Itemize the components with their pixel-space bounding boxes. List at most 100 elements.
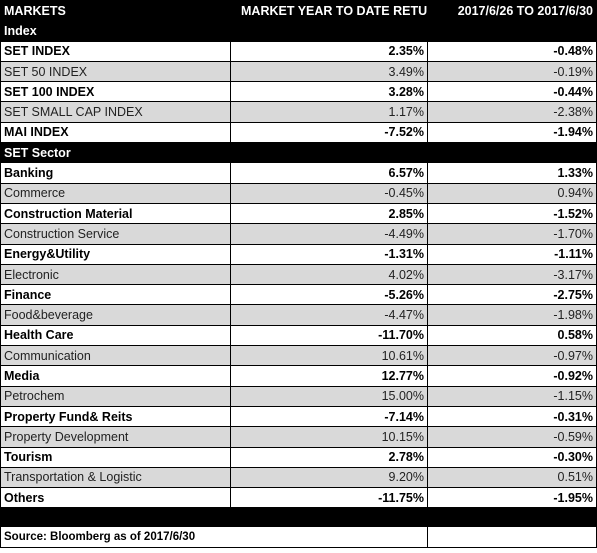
market-name-cell: SET 100 INDEX xyxy=(0,81,231,103)
ytd-return-cell: -0.45% xyxy=(230,182,428,204)
week-return-cell: -2.38% xyxy=(427,101,597,123)
table-row: Food&beverage -4.47% -1.98% xyxy=(0,304,597,326)
week-return-cell: -2.75% xyxy=(427,284,597,306)
table-row: Construction Material 2.85% -1.52% xyxy=(0,202,597,225)
table-row: SET 100 INDEX 3.28% -0.44% xyxy=(0,81,597,103)
week-return-cell: -0.97% xyxy=(427,345,597,367)
section-title: SET Sector xyxy=(0,142,597,164)
week-return-cell: 0.51% xyxy=(427,466,597,489)
header-row: MARKETS MARKET YEAR TO DATE RETURN 2017/… xyxy=(0,0,597,22)
table-row: Communication 10.61% -0.97% xyxy=(0,345,597,367)
week-return-cell: -0.31% xyxy=(427,405,597,428)
week-return-cell: -1.15% xyxy=(427,385,597,407)
week-return-cell: 1.33% xyxy=(427,162,597,184)
table-row: Banking 6.57% 1.33% xyxy=(0,162,597,184)
market-name-cell: Others xyxy=(0,487,231,509)
table-row: Property Development 10.15% -0.59% xyxy=(0,426,597,448)
week-return-cell: -0.19% xyxy=(427,60,597,83)
table-row: Energy&Utility -1.31% -1.11% xyxy=(0,243,597,265)
ytd-return-cell: -11.70% xyxy=(230,324,428,347)
week-return-cell: -0.59% xyxy=(427,426,597,448)
table-row: Others -11.75% -1.95% xyxy=(0,487,597,509)
market-name-cell: Commerce xyxy=(0,182,231,204)
table-row: SET 50 INDEX 3.49% -0.19% xyxy=(0,60,597,83)
ytd-return-cell: 4.02% xyxy=(230,263,428,286)
market-name-cell: MAI INDEX xyxy=(0,121,231,144)
source-empty-cell xyxy=(427,526,597,548)
week-return-cell: -1.94% xyxy=(427,121,597,144)
week-return-cell: -1.98% xyxy=(427,304,597,326)
section-header-row: Index xyxy=(0,20,597,42)
ytd-return-cell: -4.47% xyxy=(230,304,428,326)
week-return-cell: -1.95% xyxy=(427,487,597,509)
ytd-return-cell: 6.57% xyxy=(230,162,428,184)
market-name-cell: SET 50 INDEX xyxy=(0,60,231,83)
market-name-cell: Petrochem xyxy=(0,385,231,407)
ytd-return-cell: -5.26% xyxy=(230,284,428,306)
week-return-cell: 0.58% xyxy=(427,324,597,347)
table-row: Petrochem 15.00% -1.15% xyxy=(0,385,597,407)
week-return-cell: -1.11% xyxy=(427,243,597,265)
spacer-row xyxy=(0,507,597,528)
source-note: Source: Bloomberg as of 2017/6/30 xyxy=(0,526,428,548)
ytd-return-cell: -4.49% xyxy=(230,223,428,245)
ytd-return-cell: 12.77% xyxy=(230,365,428,387)
header-week-range: 2017/6/26 TO 2017/6/30 xyxy=(427,0,597,22)
ytd-return-cell: 2.78% xyxy=(230,446,428,468)
table-row: SET SMALL CAP INDEX 1.17% -2.38% xyxy=(0,101,597,123)
ytd-return-cell: 10.15% xyxy=(230,426,428,448)
market-name-cell: Energy&Utility xyxy=(0,243,231,265)
ytd-return-cell: 2.35% xyxy=(230,40,428,62)
section-header-row: SET Sector xyxy=(0,142,597,164)
table-row: Health Care -11.70% 0.58% xyxy=(0,324,597,347)
ytd-return-cell: 1.17% xyxy=(230,101,428,123)
market-name-cell: SET INDEX xyxy=(0,40,231,62)
week-return-cell: -3.17% xyxy=(427,263,597,286)
table-row: Tourism 2.78% -0.30% xyxy=(0,446,597,468)
week-return-cell: -1.52% xyxy=(427,202,597,225)
week-return-cell: -0.92% xyxy=(427,365,597,387)
table-row: Electronic 4.02% -3.17% xyxy=(0,263,597,286)
week-return-cell: -0.44% xyxy=(427,81,597,103)
market-name-cell: Health Care xyxy=(0,324,231,347)
source-row: Source: Bloomberg as of 2017/6/30 xyxy=(0,526,597,548)
spacer-cell xyxy=(0,507,597,528)
market-name-cell: Tourism xyxy=(0,446,231,468)
table-row: MAI INDEX -7.52% -1.94% xyxy=(0,121,597,144)
market-name-cell: Finance xyxy=(0,284,231,306)
table-row: Media 12.77% -0.92% xyxy=(0,365,597,387)
ytd-return-cell: -7.14% xyxy=(230,405,428,428)
market-name-cell: Banking xyxy=(0,162,231,184)
market-name-cell: Property Development xyxy=(0,426,231,448)
header-markets: MARKETS xyxy=(0,0,231,22)
market-name-cell: Construction Material xyxy=(0,202,231,225)
week-return-cell: -0.48% xyxy=(427,40,597,62)
ytd-return-cell: 10.61% xyxy=(230,345,428,367)
header-ytd-return: MARKET YEAR TO DATE RETURN xyxy=(230,0,428,22)
table-row: Commerce -0.45% 0.94% xyxy=(0,182,597,204)
market-name-cell: Transportation & Logistic xyxy=(0,466,231,489)
ytd-return-cell: 15.00% xyxy=(230,385,428,407)
table-row: Finance -5.26% -2.75% xyxy=(0,284,597,306)
table-row: Transportation & Logistic 9.20% 0.51% xyxy=(0,466,597,489)
table-row: Construction Service -4.49% -1.70% xyxy=(0,223,597,245)
ytd-return-cell: 9.20% xyxy=(230,466,428,489)
ytd-return-cell: -11.75% xyxy=(230,487,428,509)
table-row: Property Fund& Reits -7.14% -0.31% xyxy=(0,405,597,428)
week-return-cell: -1.70% xyxy=(427,223,597,245)
market-name-cell: Property Fund& Reits xyxy=(0,405,231,428)
market-name-cell: Media xyxy=(0,365,231,387)
ytd-return-cell: 2.85% xyxy=(230,202,428,225)
week-return-cell: 0.94% xyxy=(427,182,597,204)
ytd-return-cell: -7.52% xyxy=(230,121,428,144)
market-name-cell: Food&beverage xyxy=(0,304,231,326)
week-return-cell: -0.30% xyxy=(427,446,597,468)
market-name-cell: Construction Service xyxy=(0,223,231,245)
ytd-return-cell: -1.31% xyxy=(230,243,428,265)
market-name-cell: Communication xyxy=(0,345,231,367)
section-title: Index xyxy=(0,20,597,42)
market-name-cell: Electronic xyxy=(0,263,231,286)
ytd-return-cell: 3.49% xyxy=(230,60,428,83)
